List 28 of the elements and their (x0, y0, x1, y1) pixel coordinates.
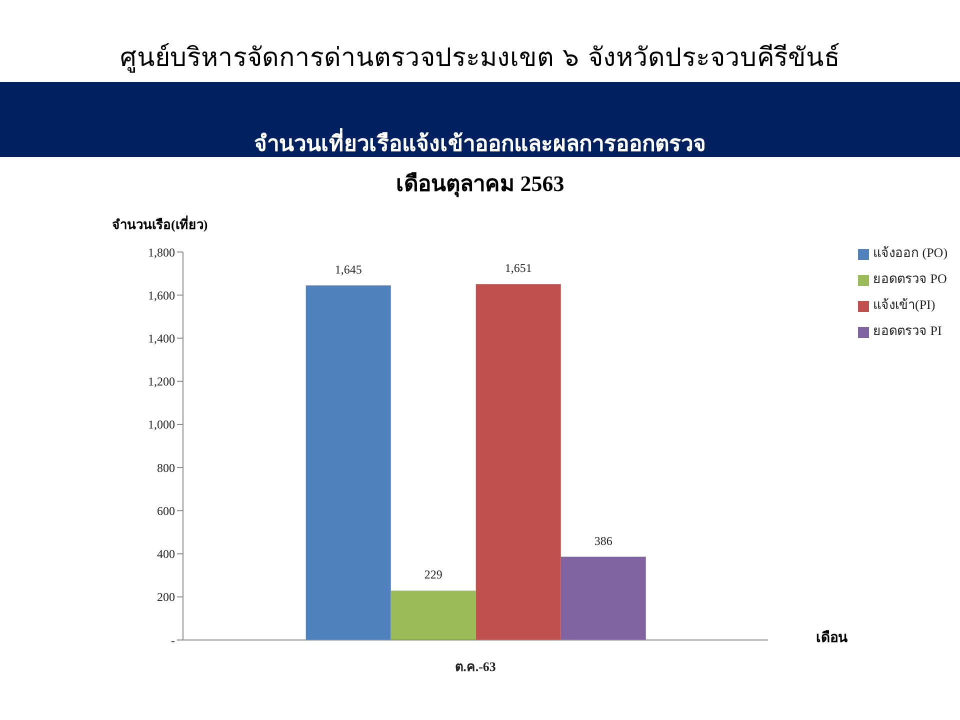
y-tick-label: 1,600 (148, 288, 175, 302)
y-tick-label: 1,200 (148, 374, 175, 389)
bar (476, 284, 561, 640)
x-axis-title: เดือน (816, 629, 848, 648)
data-label: 229 (424, 568, 442, 582)
bar (390, 590, 476, 640)
data-label: 1,651 (504, 261, 532, 276)
chart-title: ศูนย์บริหารจัดการด่านตรวจประมงเขต ๖ จังหวัดประจวบคีรีขันธ์ (119, 42, 841, 75)
bar (306, 285, 391, 640)
legend-label: แจ้งเข้า(PI) (873, 297, 936, 312)
y-tick-label: 200 (157, 590, 175, 604)
y-tick-label: 1,400 (148, 331, 175, 346)
text: เดือนตุลาคม 2563 (394, 170, 566, 200)
chart-subtitle: จำนวนเที่ยวเรือแจ้งเข้าออกและผลการออกตรวจ (253, 127, 707, 158)
y-axis-title: จำนวนเรือ(เที่ยว) (112, 214, 208, 234)
y-tick-label: - (171, 633, 175, 648)
y-tick-label: 1,000 (148, 418, 175, 432)
legend-label: ยอดตรวจ PI (873, 323, 942, 338)
legend-label: แจ้งออก (PO) (873, 245, 948, 260)
y-tick-label: 800 (157, 460, 175, 475)
data-label: 1,645 (334, 262, 362, 276)
y-tick-label: 400 (157, 547, 175, 562)
x-tick-label: ต.ค.-63 (455, 659, 496, 674)
bar (560, 556, 646, 640)
legend-label: ยอดตรวจ PO (873, 271, 947, 286)
y-tick-label: 600 (157, 504, 175, 518)
y-tick-label: 1,800 (148, 245, 175, 260)
data-label: 386 (594, 534, 612, 548)
